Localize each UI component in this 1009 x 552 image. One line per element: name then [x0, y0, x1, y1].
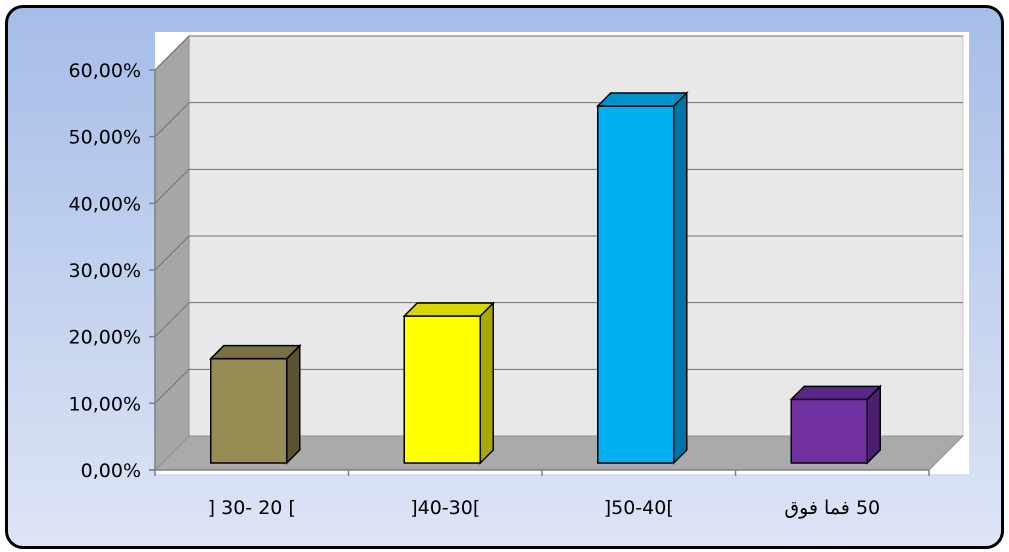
y-tick-label: 60,00% — [69, 60, 141, 82]
bar-top — [789, 385, 883, 401]
bar-side — [479, 301, 494, 465]
y-tick-label: 0,00% — [81, 460, 141, 482]
y-tick-label: 40,00% — [69, 193, 141, 215]
gridline-side — [154, 235, 190, 271]
x-tick-label: ]40-30[ — [410, 497, 480, 519]
y-tick-label: 30,00% — [69, 260, 141, 282]
gridline-side — [154, 168, 190, 204]
gridline-side — [154, 35, 190, 71]
x-tick-label: 50 فما فوق — [784, 497, 880, 519]
gridline-side — [154, 302, 190, 338]
y-tick-label: 10,00% — [69, 393, 141, 415]
bar-front — [597, 105, 675, 464]
x-axis-ticks: ] 30- 20 [ ]40-30[ ]50-40[ 50 فما فوق — [208, 470, 930, 519]
bar-top — [402, 302, 496, 317]
gridline-side — [154, 102, 190, 138]
bar-front — [210, 357, 288, 464]
bar-3 — [595, 91, 689, 465]
bar-front — [403, 315, 481, 464]
axes — [149, 70, 929, 476]
gridlines — [154, 35, 963, 404]
bar-4 — [789, 384, 883, 465]
bar-side — [673, 91, 688, 465]
bar-top — [208, 344, 302, 360]
gridline-side — [154, 368, 190, 404]
x-tick-label: ]50-40[ — [604, 497, 674, 519]
y-tick-label: 20,00% — [69, 327, 141, 349]
chart-frame: 0,00% 10,00% 20,00% 30,00% 40,00% 50,00% 60,00… — [5, 5, 1004, 549]
bar-2 — [402, 301, 496, 465]
bar-1 — [208, 343, 302, 465]
bar-chart: 0,00% 10,00% 20,00% 30,00% 40,00% 50,00% 60,00… — [69, 32, 969, 519]
bar-top — [595, 92, 689, 107]
y-tick-label: 50,00% — [69, 127, 141, 149]
y-axis-ticks: 0,00% 10,00% 20,00% 30,00% 40,00% 50,00% 60,00… — [69, 60, 155, 482]
bars — [208, 91, 883, 465]
bar-front — [790, 398, 868, 464]
bar-side — [286, 343, 301, 465]
x-tick-label: ] 30- 20 [ — [208, 497, 296, 519]
